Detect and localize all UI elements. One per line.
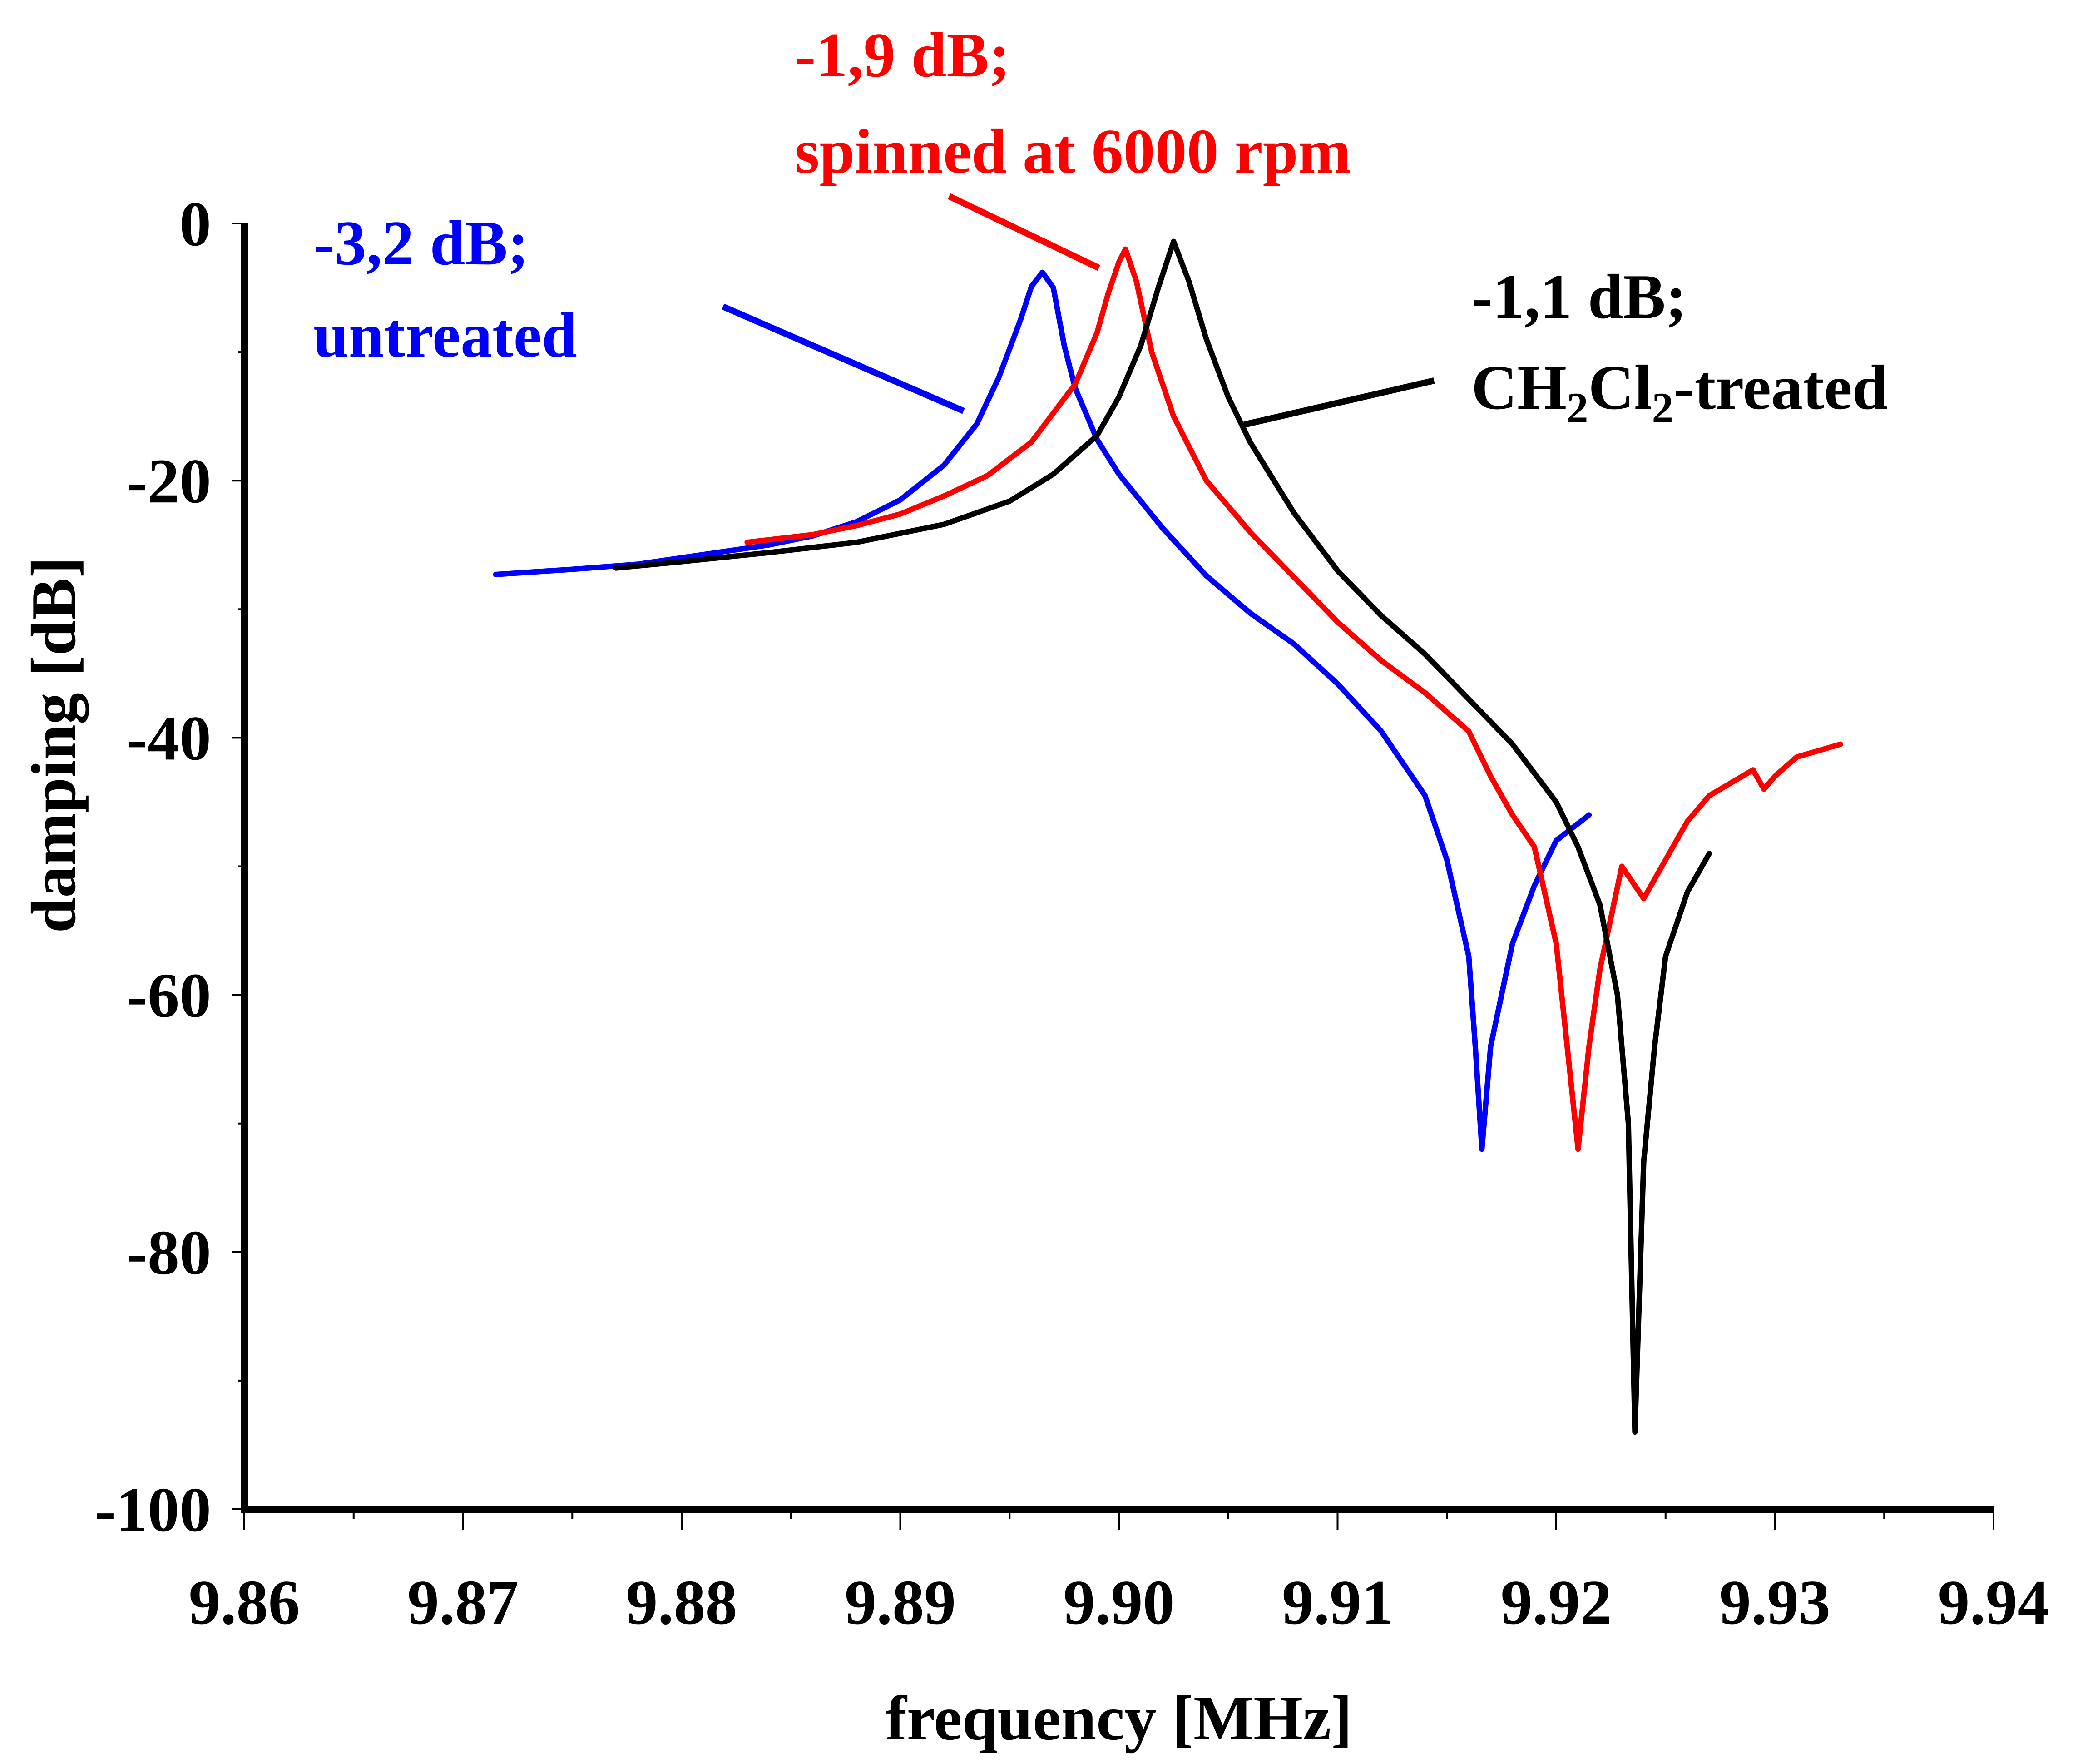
formula-sub-2b: 2 <box>1652 384 1674 432</box>
tick-labels: 9.86 9.87 9.88 9.89 9.90 9.91 9.92 9.93 9.94 0 -20… <box>94 189 2049 1638</box>
formula-ch: CH <box>1471 352 1567 423</box>
x-tick-label: 9.92 <box>1501 1567 1612 1638</box>
x-tick-label: 9.86 <box>189 1567 300 1638</box>
y-tick-label: -40 <box>126 703 211 773</box>
x-axis-title: frequency [MHz] <box>886 1683 1352 1754</box>
formula-sub-2a: 2 <box>1567 384 1588 432</box>
x-tick-label: 9.88 <box>626 1567 737 1638</box>
x-tick-label: 9.94 <box>1938 1567 2049 1638</box>
y-tick-label: 0 <box>179 189 211 259</box>
annotation-spinned-label: spinned at 6000 rpm <box>795 116 1351 187</box>
y-tick-label: -20 <box>126 446 211 516</box>
annotation-ch2cl2-label: CH2Cl2-treated <box>1471 352 1888 432</box>
annotation-untreated-label: untreated <box>313 300 577 371</box>
x-tick-label: 9.93 <box>1719 1567 1831 1638</box>
annotation-untreated-value: -3,2 dB; <box>313 208 529 278</box>
y-tick-label: -100 <box>94 1475 211 1545</box>
x-tick-label: 9.87 <box>407 1567 519 1638</box>
leader-line-untreated <box>722 303 965 414</box>
annotation-ch2cl2-value: -1,1 dB; <box>1471 262 1687 332</box>
x-tick-label: 9.90 <box>1064 1567 1175 1638</box>
series-line-0 <box>493 269 1592 1152</box>
ticks <box>232 223 1994 1530</box>
y-axis-title: damping [dB] <box>19 557 89 933</box>
leader-line-spinned <box>947 193 1101 271</box>
y-tick-label: -80 <box>126 1218 211 1288</box>
annotation-spinned-value: -1,9 dB; <box>795 20 1010 90</box>
x-tick-label: 9.89 <box>845 1567 956 1638</box>
x-tick-label: 9.91 <box>1282 1567 1393 1638</box>
formula-cl: Cl <box>1588 352 1652 423</box>
series-line-1 <box>744 246 1843 1152</box>
annotations: -3,2 dB; untreated -1,9 dB; spinned at 6… <box>313 20 1888 432</box>
formula-treated: -treated <box>1673 352 1888 423</box>
series-group <box>493 238 1843 1435</box>
leader-line-ch2cl2 <box>1243 377 1435 428</box>
series-line-2 <box>613 238 1712 1435</box>
leader-lines <box>722 193 1435 428</box>
y-tick-label: -60 <box>126 961 211 1031</box>
